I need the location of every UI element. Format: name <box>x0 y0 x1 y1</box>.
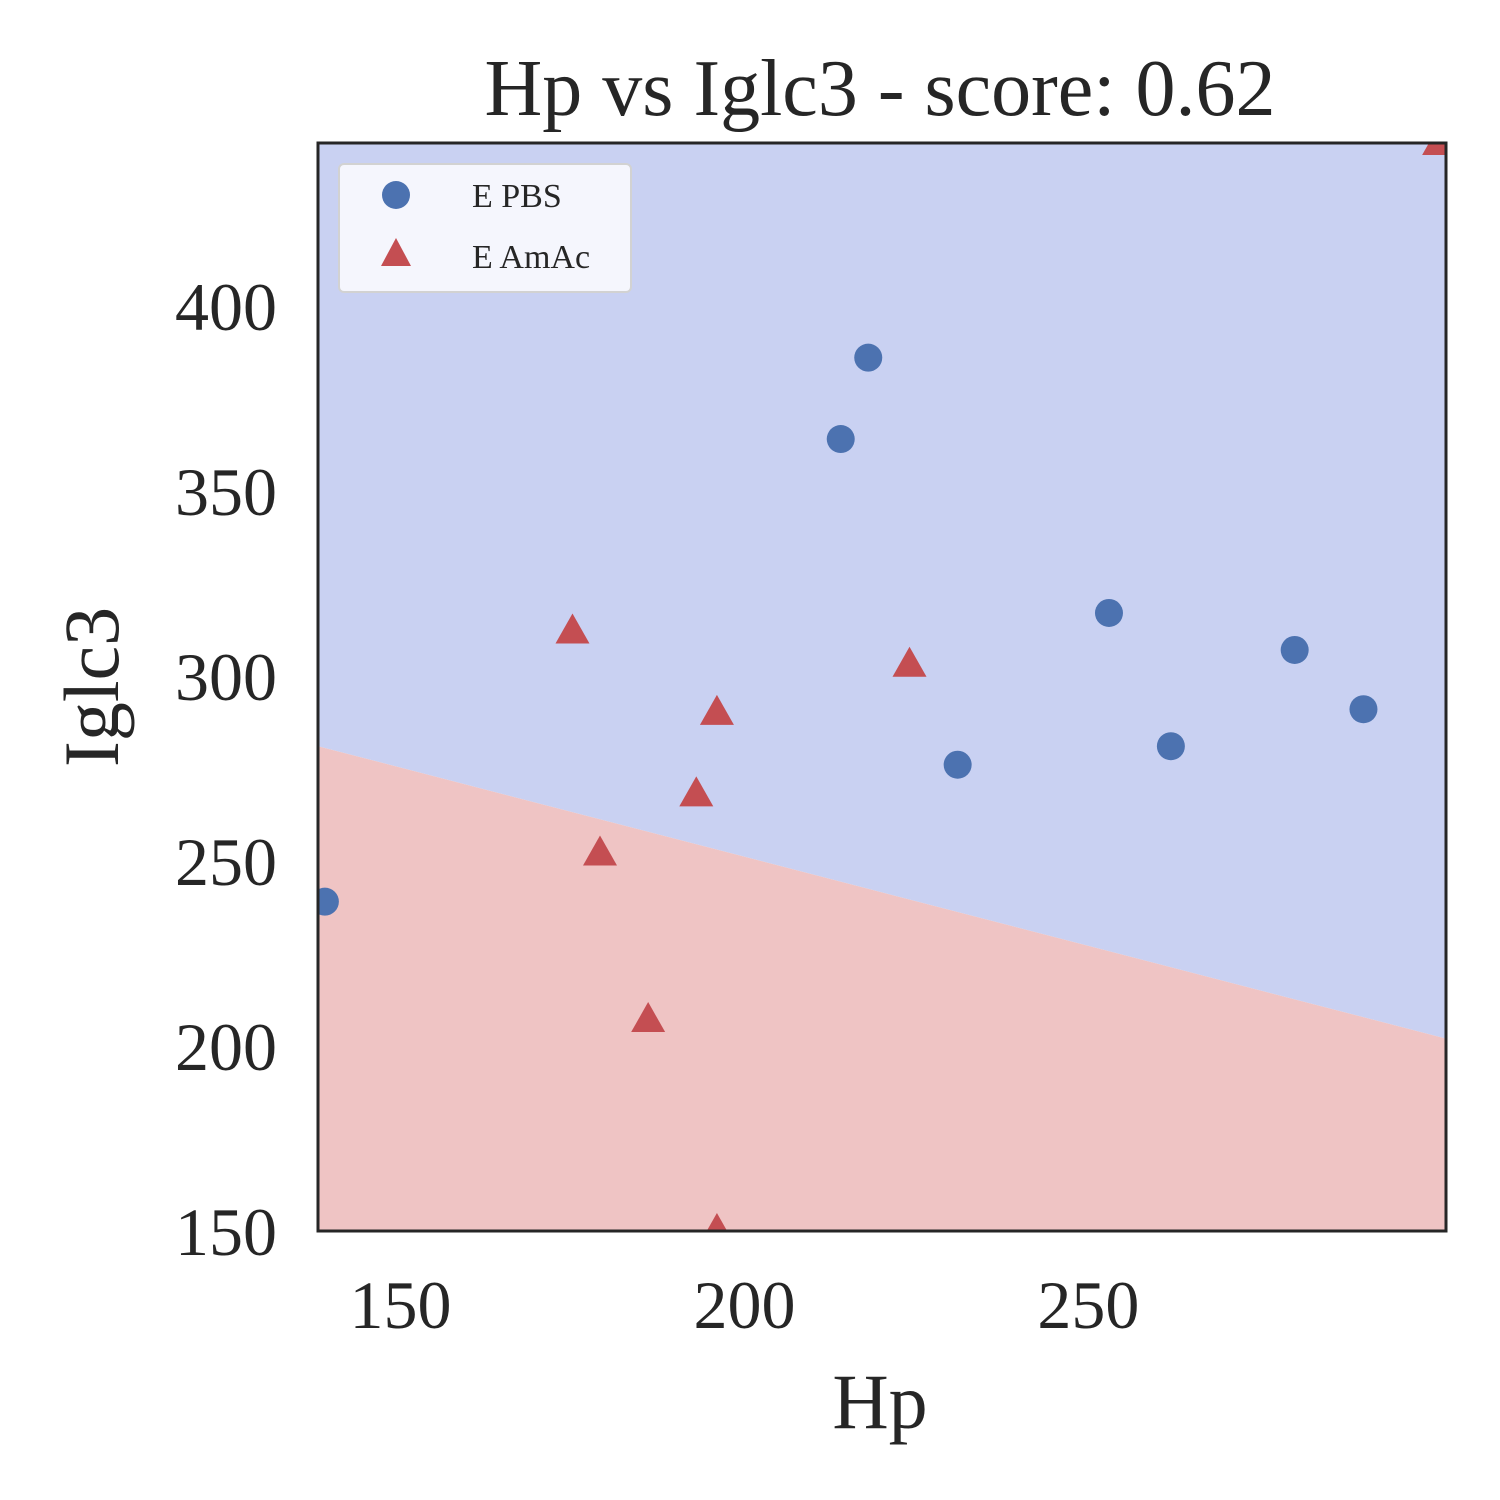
legend-label-e-amac: E AmAc <box>472 239 590 276</box>
plot-frame <box>316 141 1448 1233</box>
data-point-e-pbs <box>1280 635 1309 664</box>
decision-region-e-amac <box>318 746 1446 1231</box>
plot-area <box>318 143 1446 1231</box>
y-tick-label: 200 <box>175 1009 277 1085</box>
y-tick-label: 300 <box>175 639 277 715</box>
data-point-e-amac <box>555 613 590 644</box>
y-tick-label: 250 <box>175 824 277 900</box>
data-point-e-amac <box>699 694 734 725</box>
y-tick-label: 350 <box>175 454 277 530</box>
x-tick-label: 200 <box>693 1267 795 1343</box>
data-point-e-pbs <box>1094 598 1123 627</box>
legend-box <box>338 163 632 293</box>
data-point-e-amac <box>631 1002 666 1033</box>
data-point-e-amac <box>706 1213 728 1231</box>
y-tick-label: 150 <box>175 1194 277 1270</box>
legend: E PBS E AmAc <box>338 163 632 293</box>
legend-marker-e-amac <box>381 238 411 266</box>
y-tick-label: 400 <box>175 269 277 345</box>
y-axis-label: Iglc3 <box>48 607 135 767</box>
data-point-e-pbs <box>318 887 339 916</box>
x-axis-ticks: 150 200 250 <box>350 1267 1140 1343</box>
decision-region-e-pbs <box>318 143 1446 1039</box>
data-point-e-pbs <box>1156 732 1185 761</box>
data-point-e-amac <box>892 646 927 677</box>
x-axis-label: Hp <box>832 1358 927 1445</box>
chart-title: Hp vs Iglc3 - score: 0.62 <box>485 45 1276 133</box>
data-point-e-pbs <box>826 425 855 454</box>
x-tick-label: 250 <box>1037 1267 1139 1343</box>
x-tick-label: 150 <box>350 1267 452 1343</box>
data-point-e-pbs <box>943 750 972 779</box>
legend-label-e-pbs: E PBS <box>472 178 562 215</box>
y-axis-ticks: 150 200 250 300 350 400 <box>175 269 277 1270</box>
data-point-e-pbs <box>854 343 883 372</box>
data-point-e-pbs <box>1349 695 1378 724</box>
legend-marker-e-pbs <box>382 181 410 209</box>
data-point-e-amac <box>1422 143 1446 155</box>
data-points <box>318 143 1446 1231</box>
data-point-e-amac <box>583 835 617 866</box>
data-point-e-amac <box>679 776 714 807</box>
